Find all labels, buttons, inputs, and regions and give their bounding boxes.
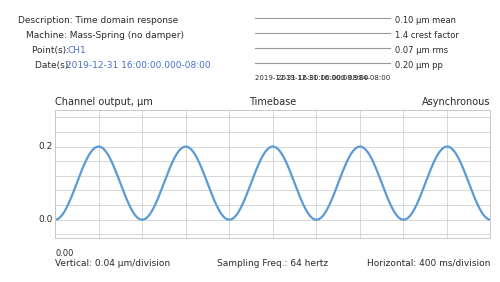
Text: 1.4 crest factor: 1.4 crest factor bbox=[395, 31, 459, 40]
Text: 0.00: 0.00 bbox=[55, 249, 74, 258]
Text: Asynchronous: Asynchronous bbox=[422, 97, 490, 107]
Text: Description: Time domain response: Description: Time domain response bbox=[18, 16, 178, 25]
Text: Channel output, μm: Channel output, μm bbox=[55, 97, 153, 107]
Text: 2019-12-31 16:00:09.984-08:00: 2019-12-31 16:00:09.984-08:00 bbox=[277, 75, 390, 81]
Text: Date(s):: Date(s): bbox=[35, 61, 74, 70]
Text: Horizontal: 400 ms/division: Horizontal: 400 ms/division bbox=[366, 259, 490, 268]
Text: 2019-12-31 16:00:00.000-08:00: 2019-12-31 16:00:00.000-08:00 bbox=[66, 61, 211, 70]
Text: Point(s):: Point(s): bbox=[32, 46, 72, 55]
Text: Sampling Freq.: 64 hertz: Sampling Freq.: 64 hertz bbox=[217, 259, 328, 268]
Text: Vertical: 0.04 μm/division: Vertical: 0.04 μm/division bbox=[55, 259, 170, 268]
Text: 0.20 μm pp: 0.20 μm pp bbox=[395, 61, 443, 70]
Text: CH1: CH1 bbox=[68, 46, 86, 55]
Text: 0.07 μm rms: 0.07 μm rms bbox=[395, 46, 448, 55]
Text: Machine: Mass-Spring (no damper): Machine: Mass-Spring (no damper) bbox=[26, 31, 184, 40]
Text: 0.10 μm mean: 0.10 μm mean bbox=[395, 16, 456, 25]
Text: 0.0: 0.0 bbox=[38, 215, 52, 224]
Text: 2019-12-31 16:00:00.000-08:00: 2019-12-31 16:00:00.000-08:00 bbox=[255, 75, 368, 81]
Text: Timebase: Timebase bbox=[249, 97, 296, 107]
Text: 0.2: 0.2 bbox=[38, 142, 52, 151]
